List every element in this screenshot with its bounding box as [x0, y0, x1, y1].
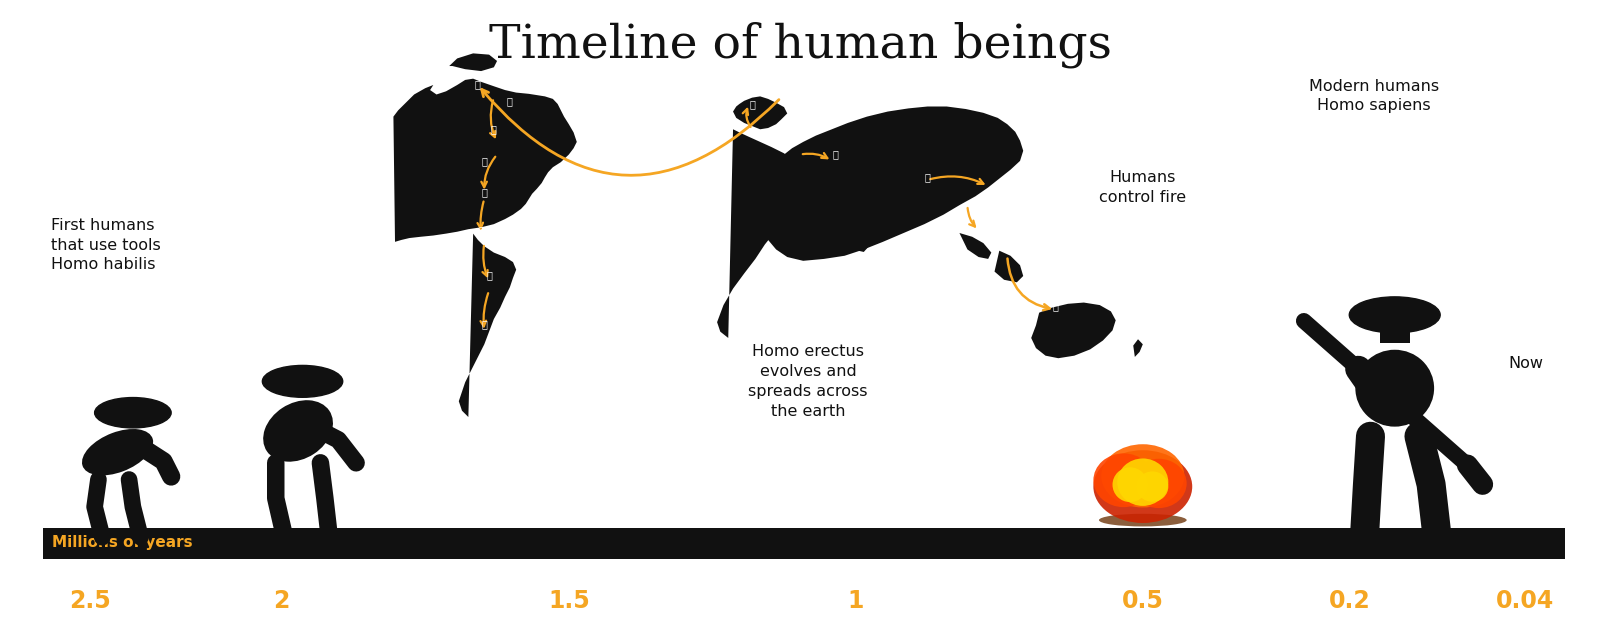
Circle shape [94, 397, 171, 428]
Text: First humans
that use tools
Homo habilis: First humans that use tools Homo habilis [51, 218, 160, 272]
Text: 🚶: 🚶 [507, 96, 512, 106]
Polygon shape [733, 96, 787, 130]
Ellipse shape [1355, 350, 1434, 427]
Text: 🚶: 🚶 [749, 99, 755, 109]
Text: 1.5: 1.5 [547, 589, 590, 613]
Ellipse shape [262, 400, 333, 462]
Text: 2.5: 2.5 [69, 589, 112, 613]
Text: 🚶: 🚶 [491, 124, 498, 134]
Text: Humans
control fire: Humans control fire [1099, 170, 1186, 205]
Text: 🚶: 🚶 [478, 225, 485, 235]
Text: 🚶: 🚶 [482, 188, 488, 198]
Polygon shape [459, 234, 517, 417]
Ellipse shape [1093, 450, 1192, 523]
Text: 🚶: 🚶 [1053, 301, 1058, 311]
Polygon shape [394, 78, 576, 242]
Text: Timeline of human beings: Timeline of human beings [488, 22, 1112, 68]
Circle shape [262, 366, 342, 397]
Text: 🚶: 🚶 [475, 78, 482, 89]
Text: 2: 2 [274, 589, 290, 613]
Ellipse shape [1093, 454, 1154, 507]
Polygon shape [717, 130, 803, 338]
Text: 🚶: 🚶 [486, 270, 493, 279]
Text: Now: Now [1507, 356, 1542, 371]
Text: 1: 1 [848, 589, 864, 613]
Polygon shape [995, 251, 1024, 283]
Text: 0.2: 0.2 [1330, 589, 1371, 613]
Polygon shape [1030, 302, 1115, 358]
Polygon shape [765, 107, 1024, 261]
Ellipse shape [82, 429, 154, 475]
Polygon shape [960, 233, 992, 259]
Polygon shape [840, 196, 877, 252]
Ellipse shape [1136, 471, 1168, 501]
Bar [43, 528, 1565, 560]
Polygon shape [450, 54, 498, 71]
Text: 0.5: 0.5 [1122, 589, 1163, 613]
Ellipse shape [1101, 444, 1184, 507]
Text: 0.04: 0.04 [1496, 589, 1555, 613]
Text: Modern humans
Homo sapiens: Modern humans Homo sapiens [1309, 78, 1438, 114]
Circle shape [1349, 297, 1440, 333]
Text: Millions of years: Millions of years [53, 535, 194, 550]
Text: Homo erectus
evolves and
spreads across
the earth: Homo erectus evolves and spreads across … [749, 345, 867, 419]
Ellipse shape [1099, 514, 1187, 526]
Polygon shape [1133, 339, 1142, 357]
Bar [1379, 323, 1410, 343]
Text: 🚶: 🚶 [832, 149, 838, 160]
Ellipse shape [1117, 459, 1168, 506]
Ellipse shape [1112, 467, 1147, 502]
Text: 🚶: 🚶 [925, 172, 931, 182]
Text: 🚶: 🚶 [482, 319, 488, 329]
Text: 🚶: 🚶 [482, 156, 488, 166]
Text: 🚶: 🚶 [976, 222, 981, 232]
Ellipse shape [1131, 459, 1187, 508]
